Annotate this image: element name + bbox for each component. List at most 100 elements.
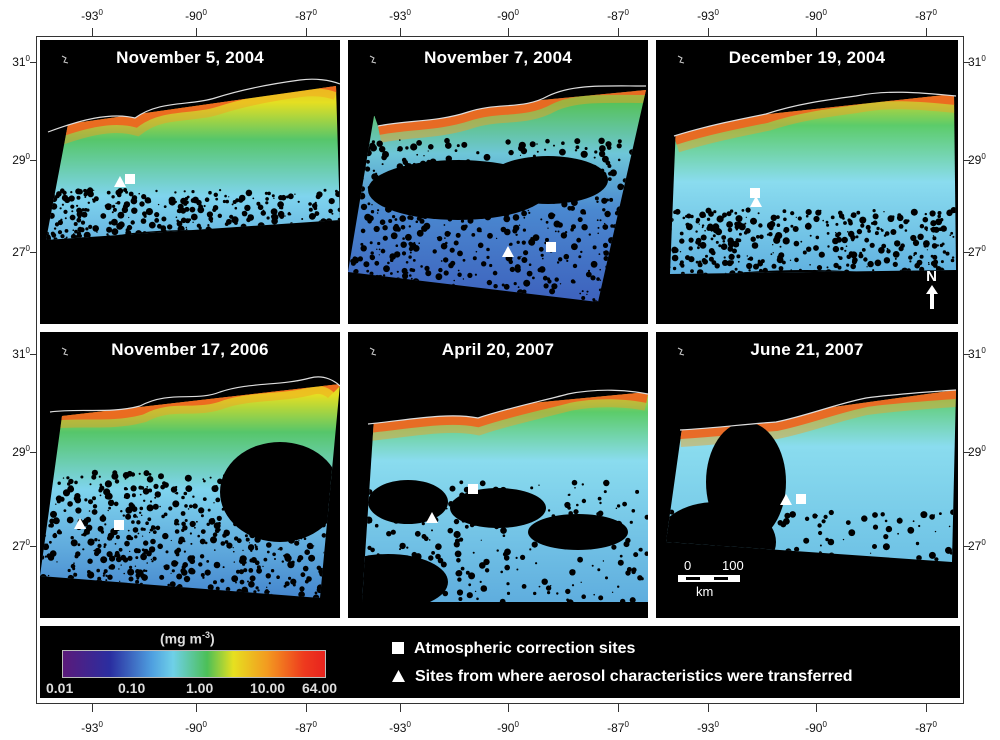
axis-tick-mark [30, 546, 36, 547]
aerosol-transfer-site-marker [74, 518, 86, 529]
unit-exponent: -3 [202, 630, 211, 640]
longitude-tick-top: -900 [497, 8, 519, 23]
chlorophyll-map-image [348, 40, 648, 302]
map-panel-3: December 19, 2004 N [656, 40, 958, 324]
chlorophyll-map-image [656, 40, 958, 274]
axis-tick-mark [964, 546, 970, 547]
axis-tick-mark [92, 28, 93, 36]
chlorophyll-map-image [40, 332, 340, 598]
square-label: Atmospheric correction sites [414, 640, 636, 657]
colorbar-label-1: 0.10 [118, 680, 146, 696]
latitude-tick-right: 270 [968, 244, 986, 259]
legend-panel: (mg m-3) 0.01 0.10 1.00 10.00 64.00 Atmo… [40, 626, 960, 698]
longitude-tick-top: -870 [607, 8, 629, 23]
map-panel-1: November 5, 2004 [40, 40, 340, 324]
axis-tick-mark [508, 28, 509, 36]
axis-tick-mark [196, 28, 197, 36]
axis-tick-mark [964, 452, 970, 453]
axis-tick-mark [30, 160, 36, 161]
map-panel-6: June 21, 2007 0 100 km [656, 332, 958, 618]
longitude-tick-bottom: -870 [295, 720, 317, 735]
axis-tick-mark [964, 354, 970, 355]
latitude-tick-left: 270 [12, 538, 30, 553]
axis-tick-mark [618, 704, 619, 712]
atmospheric-correction-site-marker [796, 494, 806, 504]
axis-tick-mark [708, 28, 709, 36]
unit-close: ) [210, 630, 215, 647]
aerosol-transfer-site-marker [114, 176, 126, 187]
scale-hundred: 100 [722, 558, 744, 573]
axis-tick-mark [306, 704, 307, 712]
longitude-tick-bottom: -900 [805, 720, 827, 735]
axis-tick-mark [92, 704, 93, 712]
latitude-tick-right: 290 [968, 444, 986, 459]
scale-bar: 0 100 km [666, 558, 756, 602]
latitude-tick-left: 290 [12, 444, 30, 459]
longitude-tick-bottom: -870 [607, 720, 629, 735]
longitude-tick-top: -930 [697, 8, 719, 23]
axis-tick-mark [508, 704, 509, 712]
colorbar-unit: (mg m-3) [160, 630, 215, 647]
axis-tick-mark [400, 704, 401, 712]
longitude-tick-bottom: -930 [697, 720, 719, 735]
axis-tick-mark [964, 252, 970, 253]
panel-title: November 7, 2004 [424, 48, 572, 67]
triangle-marker-icon [392, 670, 405, 682]
map-panel-2: November 7, 2004 [348, 40, 648, 324]
chlorophyll-map-image [40, 40, 340, 240]
axis-tick-mark [400, 28, 401, 36]
panel-title: November 5, 2004 [116, 48, 264, 67]
axis-tick-mark [708, 704, 709, 712]
panel-title: November 17, 2006 [111, 340, 269, 359]
north-arrow: N [924, 268, 939, 309]
scale-zero: 0 [684, 558, 692, 573]
panel-title: April 20, 2007 [441, 340, 555, 359]
unit-text: (mg m [160, 630, 202, 647]
panel-title: December 19, 2004 [728, 48, 886, 67]
chlorophyll-map-image [656, 332, 958, 562]
colorbar-label-2: 1.00 [186, 680, 214, 696]
longitude-tick-bottom: -930 [389, 720, 411, 735]
longitude-tick-bottom: -900 [497, 720, 519, 735]
axis-tick-mark [30, 452, 36, 453]
axis-tick-mark [196, 704, 197, 712]
colorbar-label-4: 64.00 [302, 680, 338, 696]
map-panel-5: April 20, 2007 [348, 332, 648, 618]
latitude-tick-right: 290 [968, 152, 986, 167]
north-label: N [926, 268, 937, 285]
axis-tick-mark [964, 160, 970, 161]
aerosol-transfer-site-marker [426, 512, 438, 523]
legend-item-triangle: Sites from where aerosol characteristics… [392, 668, 853, 686]
atmospheric-correction-site-marker [468, 484, 478, 494]
axis-tick-mark [816, 28, 817, 36]
north-arrow-icon [926, 285, 938, 309]
longitude-tick-top: -930 [81, 8, 103, 23]
aerosol-transfer-site-marker [780, 494, 792, 505]
axis-tick-mark [30, 252, 36, 253]
latitude-tick-left: 290 [12, 152, 30, 167]
longitude-tick-top: -900 [185, 8, 207, 23]
panel-title: June 21, 2007 [750, 340, 864, 359]
aerosol-transfer-site-marker [502, 246, 514, 257]
longitude-tick-top: -870 [915, 8, 937, 23]
longitude-tick-top: -930 [389, 8, 411, 23]
atmospheric-correction-site-marker [750, 188, 760, 198]
axis-tick-mark [306, 28, 307, 36]
atmospheric-correction-site-marker [125, 174, 135, 184]
aerosol-transfer-site-marker [750, 196, 762, 207]
latitude-tick-left: 310 [12, 346, 30, 361]
longitude-tick-bottom: -870 [915, 720, 937, 735]
axis-tick-mark [30, 354, 36, 355]
longitude-tick-top: -900 [805, 8, 827, 23]
colorbar-label-3: 10.00 [250, 680, 286, 696]
latitude-tick-left: 270 [12, 244, 30, 259]
axis-tick-mark [926, 704, 927, 712]
legend-item-square: Atmospheric correction sites [392, 640, 635, 658]
axis-tick-mark [816, 704, 817, 712]
longitude-tick-top: -870 [295, 8, 317, 23]
chlorophyll-colorbar [62, 650, 326, 678]
chlorophyll-map-image [348, 332, 648, 602]
scale-bar-graphic [678, 575, 740, 582]
colorbar-label-0: 0.01 [46, 680, 74, 696]
latitude-tick-right: 270 [968, 538, 986, 553]
